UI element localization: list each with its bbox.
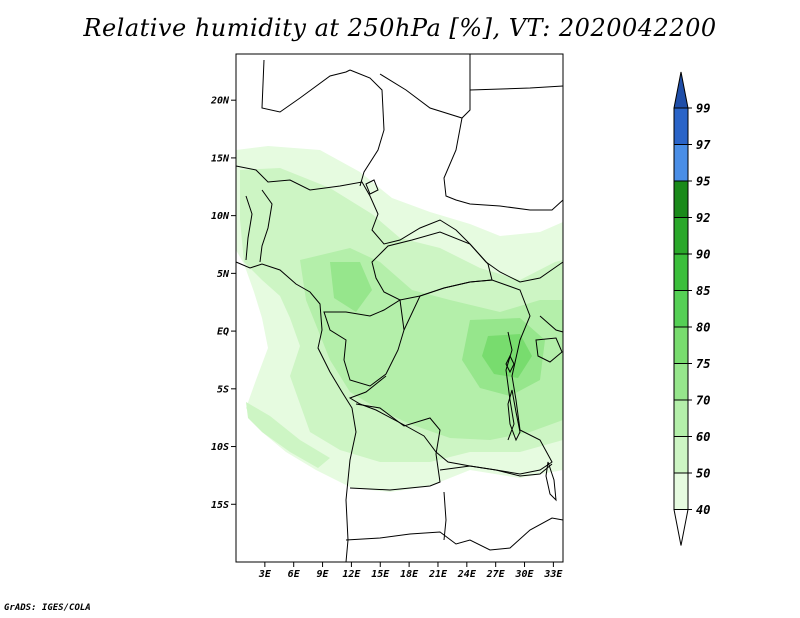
lake-chad [365,179,379,195]
border-north-3 [379,54,471,119]
colorbar-segment [673,253,689,291]
coastline-west [235,261,357,563]
lake-victoria [535,337,563,363]
humidity-wisp-sw [246,402,330,468]
border-drc [348,279,553,475]
colorbar-segment [673,107,689,145]
lake-kivu [505,354,515,374]
colorbar-segment [673,363,689,401]
country-borders [235,54,564,563]
colorbar-label: 50 [696,467,710,481]
lon-tick-label: 18E [400,569,419,580]
border-west-inner [259,189,273,263]
border-sahel [235,165,564,283]
lake-malawi [545,461,557,502]
humidity-area-75 [482,334,532,378]
border-north-4 [443,117,564,211]
colorbar-segment [673,436,689,474]
colorbar-label: 90 [696,248,710,262]
lon-tick-label: 15E [371,569,390,580]
humidity-shading [236,146,563,492]
longitude-axis: 3E 6E 9E 12E 15E 18E 21E 24E 27E 30E 33E [258,562,563,580]
lon-tick-label: 24E [457,569,477,580]
lon-tick-label: 30E [514,569,534,580]
lat-tick-label: 15S [211,500,229,511]
lakes [365,179,563,502]
colorbar-label: 85 [696,284,710,298]
colorbar-segment [673,144,689,182]
lat-tick-label: 10N [211,211,230,222]
humidity-area-70 [330,262,372,312]
colorbar-label: 80 [696,321,710,335]
lon-tick-label: 6E [288,569,301,580]
lat-tick-label: 5S [217,384,229,395]
lon-tick-label: 9E [317,569,330,580]
lat-tick-label: 20N [210,96,230,107]
colorbar-segment [673,472,689,510]
lat-tick-label: EQ [217,327,229,338]
colorbar-label: 95 [696,175,710,189]
lon-tick-label: 27E [486,569,506,580]
border-north-1 [261,59,351,113]
latitude-axis: 20N 15N 10N 5N EQ 5S 10S 15S [210,96,236,511]
border-east [539,315,564,333]
border-southern [345,517,564,551]
colorbar-label: 40 [696,503,710,517]
colorbar-segment [673,399,689,437]
lon-tick-label: 33E [543,569,563,580]
colorbar: 99 97 95 92 90 85 80 75 70 60 50 40 [673,71,711,546]
colorbar-segment [673,180,689,218]
colorbar-label: 92 [696,211,710,225]
lon-tick-label: 12E [342,569,361,580]
colorbar-top-arrow [673,71,689,109]
colorbar-label: 60 [696,430,710,444]
map-frame [235,53,564,563]
border-west-inner2 [245,195,253,261]
colorbar-bottom-arrow [673,509,689,546]
border-angola [349,403,441,491]
border-south-2 [443,491,447,541]
colorbar-segment [673,290,689,328]
lon-tick-label: 3E [258,569,272,580]
colorbar-segment [673,326,689,364]
colorbar-label: 97 [696,138,711,152]
lat-tick-label: 5N [217,269,230,280]
lat-tick-label: 10S [211,442,229,453]
colorbar-segment [673,217,689,255]
colorbar-label: 75 [696,357,710,371]
lon-tick-label: 21E [428,569,448,580]
lake-tanganyika [507,389,521,442]
chart-title: Relative humidity at 250hPa [%], VT: 202… [83,14,717,42]
colorbar-label: 99 [696,102,710,116]
border-congo [323,299,405,387]
border-north-2 [349,69,385,187]
border-east-lakes [505,331,515,441]
lat-tick-label: 15N [211,153,230,164]
border-zambia [439,463,553,477]
border-northeast [469,85,564,91]
footer-credit: GrADS: IGES/COLA [4,603,91,613]
colorbar-label: 70 [696,394,710,408]
